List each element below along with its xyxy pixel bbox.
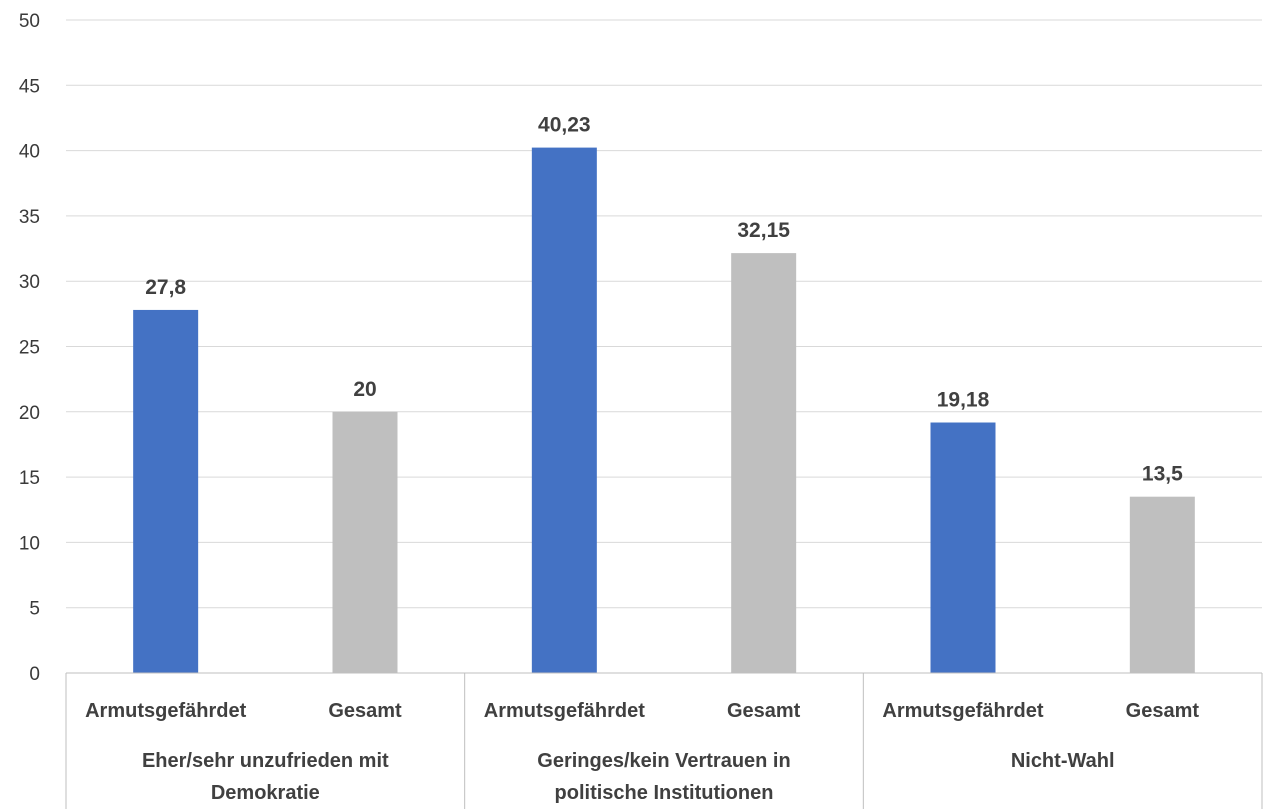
bar: [930, 422, 996, 673]
bar: [1129, 496, 1195, 673]
x-tick-label: Gesamt: [328, 700, 402, 722]
gridlines: [66, 19, 1262, 609]
y-tick-label: 45: [19, 76, 40, 97]
group-label: Nicht-Wahl: [1011, 750, 1115, 772]
group-label: politische Institutionen: [555, 782, 774, 804]
y-tick-label: 25: [19, 338, 40, 359]
y-tick-label: 50: [19, 11, 40, 32]
y-tick-label: 10: [19, 533, 40, 554]
x-tick-label: Armutsgefährdet: [484, 700, 645, 722]
group-label: Demokratie: [211, 782, 320, 804]
bar: [332, 411, 398, 673]
bar: [731, 253, 797, 673]
x-tick-label: Armutsgefährdet: [85, 700, 246, 722]
data-label: 20: [353, 378, 376, 401]
y-tick-label: 0: [29, 664, 40, 685]
group-label: Geringes/kein Vertrauen in: [537, 750, 790, 772]
data-label: 32,15: [737, 219, 790, 242]
x-tick-label: Armutsgefährdet: [882, 700, 1043, 722]
bars: [133, 147, 1195, 674]
y-axis-tick-labels: 0 5 10 15 20 25 30 35 40 45 50: [19, 11, 40, 685]
bar: [133, 309, 199, 673]
x-tick-label: Gesamt: [1126, 700, 1200, 722]
y-tick-label: 40: [19, 142, 40, 163]
x-axis: Armutsgefährdet Gesamt Eher/sehr unzufried…: [65, 672, 1263, 809]
data-label: 27,8: [145, 276, 186, 299]
x-tick-label: Gesamt: [727, 700, 801, 722]
y-tick-label: 15: [19, 468, 40, 489]
data-label: 19,18: [937, 389, 990, 412]
data-label: 40,23: [538, 114, 591, 137]
y-tick-label: 20: [19, 403, 40, 424]
bar: [531, 147, 597, 674]
y-tick-label: 30: [19, 272, 40, 293]
group-label: Eher/sehr unzufrieden mit: [142, 750, 389, 772]
y-tick-label: 5: [29, 599, 40, 620]
y-tick-label: 35: [19, 207, 40, 228]
data-label: 13,5: [1142, 463, 1183, 486]
data-labels: 27,8 20 40,23 32,15 19,18 13,5: [145, 114, 1183, 486]
